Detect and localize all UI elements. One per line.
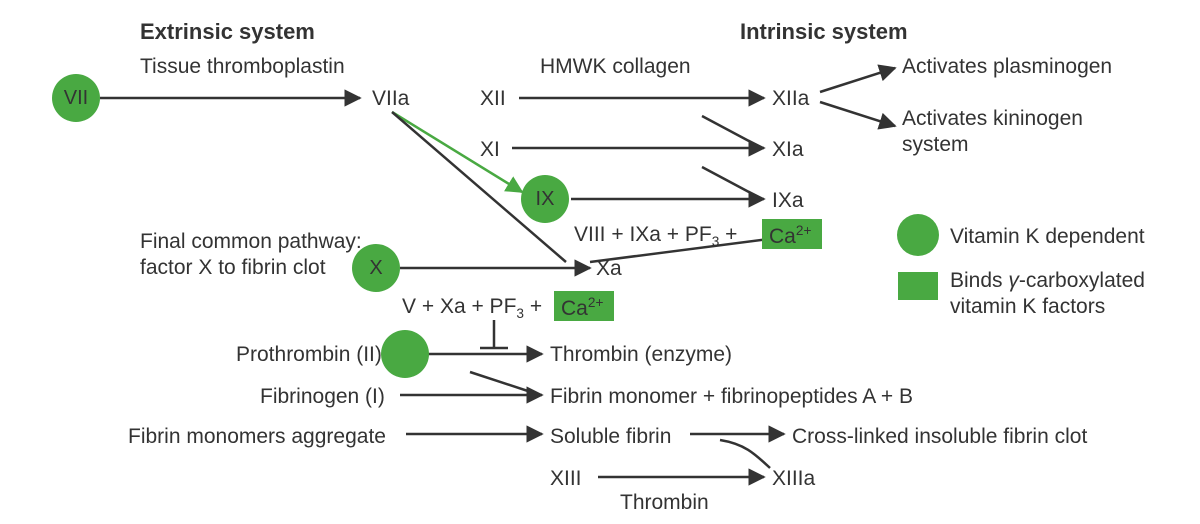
lbl-fibrin-aggregate: Fibrin monomers aggregate [128, 424, 386, 450]
edge [702, 167, 762, 199]
edge [720, 440, 770, 468]
node-label: X [369, 257, 382, 280]
lbl-soluble-fibrin: Soluble fibrin [550, 424, 671, 450]
edge [470, 372, 540, 395]
lbl-ixa: IXa [772, 188, 804, 214]
edge [480, 320, 508, 348]
edge [392, 112, 522, 192]
lbl-hmwk: HMWK collagen [540, 54, 691, 80]
lbl-thrombin: Thrombin (enzyme) [550, 342, 732, 368]
lbl-tissue-thromboplastin: Tissue thromboplastin [140, 54, 345, 80]
lbl-xii: XII [480, 86, 506, 112]
lbl-viii-complex: VIII + IXa + PF3 + [574, 222, 737, 250]
lbl-final-common: Final common pathway: factor X to fibrin… [140, 229, 362, 282]
legend-text-vk: Vitamin K dependent [950, 224, 1145, 250]
legend-text-binds: Binds γ-carboxylatedvitamin K factors [950, 268, 1145, 321]
node-label: VII [64, 87, 88, 110]
lbl-activates-plasminogen: Activates plasminogen [902, 54, 1112, 80]
lbl-xiia: XIIa [772, 86, 809, 112]
lbl-activates-kininogen: Activates kininogen system [902, 106, 1083, 159]
node-factor-ix: IX [521, 175, 569, 223]
lbl-prothrombin: Prothrombin (II) [236, 342, 382, 368]
edge [820, 102, 895, 126]
lbl-fibrin-monomer: Fibrin monomer + fibrinopeptides A + B [550, 384, 913, 410]
node-factor-ii [381, 330, 429, 378]
lbl-ca2: Ca2+ [561, 294, 603, 322]
heading-extrinsic: Extrinsic system [140, 18, 315, 46]
coagulation-cascade-diagram: { "type": "flowchart", "canvas": { "widt… [0, 0, 1200, 524]
legend-rect [898, 272, 938, 300]
lbl-xiii: XIII [550, 466, 582, 492]
lbl-thrombin-2: Thrombin [620, 490, 709, 516]
lbl-ca1: Ca2+ [769, 222, 811, 250]
edge [702, 116, 762, 148]
lbl-xiiia: XIIIa [772, 466, 815, 492]
lbl-xi: XI [480, 137, 500, 163]
lbl-viia: VIIa [372, 86, 409, 112]
node-label: IX [536, 188, 555, 211]
heading-intrinsic: Intrinsic system [740, 18, 908, 46]
lbl-xa: Xa [596, 256, 622, 282]
lbl-xia: XIa [772, 137, 804, 163]
lbl-cross-linked: Cross-linked insoluble fibrin clot [792, 424, 1087, 450]
lbl-v-complex: V + Xa + PF3 + [402, 294, 542, 322]
edge [820, 68, 895, 92]
lbl-fibrinogen: Fibrinogen (I) [260, 384, 385, 410]
node-factor-vii: VII [52, 74, 100, 122]
legend-circle [897, 214, 939, 256]
